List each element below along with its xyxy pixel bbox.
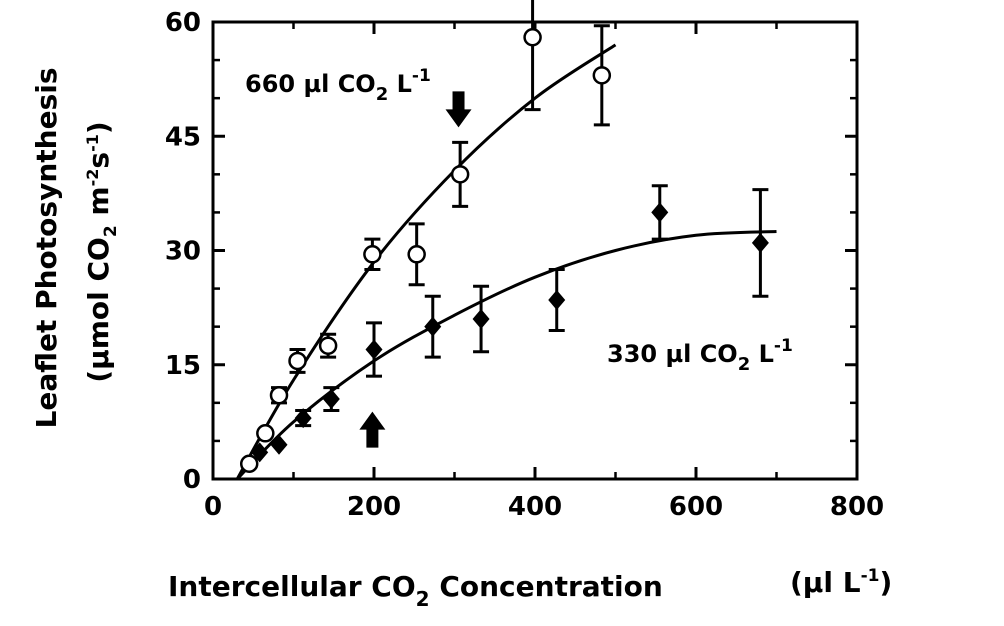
series-label-660: 660 µl CO2 L-1 [245,66,431,105]
series-label-330-sub: 2 [738,354,751,375]
open-circle-point [256,424,275,443]
x-tick-label: 400 [508,492,562,522]
x-axis-title-sub: 2 [416,587,430,611]
y-tick-label: 15 [165,351,201,381]
series-label-660-unit: L [388,70,412,98]
open-circle-point [363,245,382,264]
filled-diamond-point [322,389,340,410]
filled-diamond-point [651,202,669,223]
fit-curve-series-0 [235,43,617,480]
filled-diamond-point [270,434,288,455]
x-axis-unit-sup: -1 [861,566,880,586]
y-axis-unit: (µmol CO2 m-2s-1) [82,121,121,382]
series-label-330-unit: L [750,340,774,368]
series-label-660-main: 660 µl CO [245,70,376,98]
x-tick-labels: 0 200 400 600 800 [204,492,884,522]
x-axis-title-tail: Concentration [430,570,663,603]
x-axis-unit-close: ) [879,566,892,599]
open-circle-point [450,165,470,184]
y-unit-p1: 2 [101,225,121,237]
y-unit-p2: m [82,186,115,225]
open-circle-point [239,454,259,474]
data-markers [239,27,769,474]
x-axis-title-main: Intercellular CO [168,570,416,603]
series-label-660-sub: 2 [376,84,389,105]
x-tick-label: 800 [830,492,884,522]
x-axis-unit-main: (µl L [790,566,861,599]
series-label-330-sup: -1 [774,336,793,356]
y-tick-label: 45 [165,122,201,152]
open-circle-point [523,27,542,47]
arrow-markers [359,91,472,448]
open-circle-point [592,66,612,85]
y-unit-p6: ) [82,121,115,134]
y-axis-title: Leaflet Photosynthesis [30,67,63,428]
open-circle-point [288,351,307,371]
filled-diamond-point [294,408,312,429]
open-circle-point [318,336,338,355]
y-tick-label: 60 [165,8,201,38]
y-tick-label: 30 [165,237,201,267]
up-arrow-icon [359,411,386,448]
open-circle-point [407,245,426,264]
series-label-660-sup: -1 [412,66,431,86]
down-arrow-icon [445,91,472,128]
filled-diamond-point [472,309,490,330]
y-tick-label: 0 [183,465,201,495]
y-unit-p5: -1 [83,134,102,152]
x-axis-unit: (µl L-1) [790,566,892,599]
fit-curves [235,43,777,481]
y-tick-labels: 0 15 30 45 60 [165,8,201,495]
series-label-330: 330 µl CO2 L-1 [607,336,793,375]
filled-diamond-point [424,316,442,337]
x-tick-label: 0 [204,492,222,522]
x-tick-label: 600 [669,492,723,522]
y-unit-p0: (µmol CO [82,237,115,383]
x-tick-label: 200 [347,492,401,522]
x-axis-title: Intercellular CO2 Concentration [168,570,663,611]
filled-diamond-point [251,442,269,463]
open-circle-point [269,385,289,405]
y-unit-p3: -2 [83,169,102,187]
filled-diamond-point [365,339,383,360]
series-label-330-main: 330 µl CO [607,340,738,368]
y-unit-p4: s [82,152,115,169]
filled-diamond-point [548,290,566,311]
filled-diamond-point [751,232,769,253]
